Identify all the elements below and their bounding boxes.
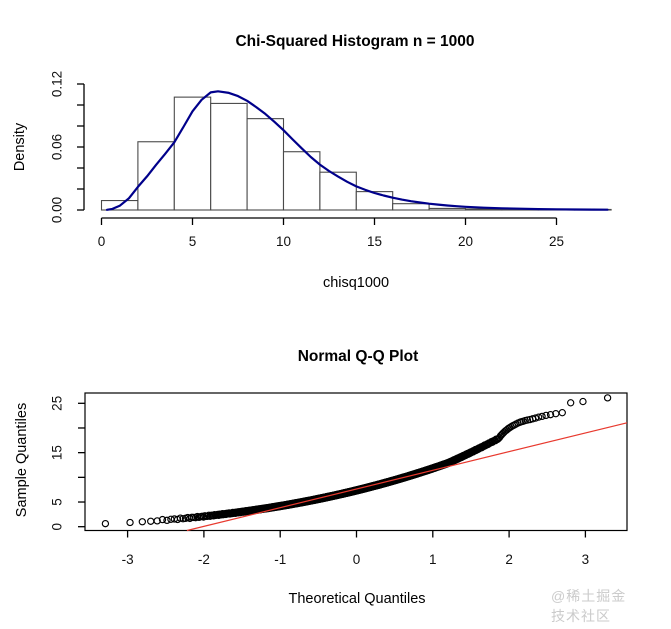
histogram-bar bbox=[246, 118, 285, 211]
histogram-bar bbox=[137, 141, 175, 211]
qq-reference-line bbox=[186, 422, 628, 532]
x-tick-label: 20 bbox=[458, 234, 473, 249]
qq-title: Normal Q-Q Plot bbox=[297, 348, 419, 365]
qq-point bbox=[498, 430, 506, 439]
qq-point bbox=[558, 409, 566, 417]
y-tick-label: 0.00 bbox=[50, 197, 65, 223]
x-tick-label: -1 bbox=[274, 552, 286, 567]
normal-qq-plot: 0 5 15 25 -3 -2 -1 0 1 2 3 bbox=[50, 392, 628, 567]
qq-point bbox=[534, 413, 543, 421]
y-tick-label: 0.12 bbox=[50, 71, 65, 97]
x-tick-label: -3 bbox=[122, 552, 134, 567]
qq-point bbox=[153, 517, 161, 525]
x-tick-label: 3 bbox=[582, 552, 590, 567]
x-tick-label: 0 bbox=[98, 234, 106, 249]
qq-point bbox=[163, 516, 171, 525]
qq-point bbox=[538, 412, 546, 421]
x-tick-label: 2 bbox=[505, 552, 513, 567]
histogram-bar bbox=[319, 171, 357, 211]
histogram-y-axis-label: Density bbox=[12, 122, 28, 172]
x-tick-label: 25 bbox=[549, 234, 564, 249]
density-curve bbox=[105, 90, 609, 211]
qq-point bbox=[531, 414, 540, 422]
histogram-title: Chi-Squared Histogram n = 1000 bbox=[235, 33, 475, 50]
qq-point bbox=[126, 518, 134, 527]
histogram-bar bbox=[355, 191, 394, 211]
qq-point bbox=[603, 394, 612, 402]
y-tick-label: 0.06 bbox=[50, 134, 65, 160]
qq-y-axis-label: Sample Quantiles bbox=[14, 402, 30, 518]
qq-point bbox=[566, 399, 575, 407]
chi-squared-histogram-plot: 0.00 0.06 0.12 0 5 10 15 20 25 bbox=[50, 71, 612, 249]
histogram-bar bbox=[173, 96, 212, 211]
qq-point bbox=[138, 518, 147, 526]
qq-point bbox=[579, 397, 587, 406]
watermark: @稀土掘金技术社区 bbox=[551, 588, 627, 624]
x-tick-label: 5 bbox=[189, 234, 197, 249]
y-tick-label: 15 bbox=[50, 445, 65, 460]
histogram-bar bbox=[282, 151, 321, 211]
x-tick-label: 10 bbox=[276, 234, 291, 249]
y-tick-label: 0 bbox=[50, 523, 65, 531]
qq-x-axis-label: Theoretical Quantiles bbox=[288, 591, 426, 607]
x-tick-label: 1 bbox=[429, 552, 437, 567]
y-tick-label: 5 bbox=[50, 498, 65, 506]
qq-point bbox=[158, 515, 167, 524]
x-tick-label: -2 bbox=[198, 552, 210, 567]
histogram-x-axis-label: chisq1000 bbox=[322, 275, 390, 291]
qq-point bbox=[147, 517, 155, 525]
qq-point bbox=[546, 410, 555, 419]
histogram-bar bbox=[428, 207, 467, 211]
qq-point bbox=[542, 411, 550, 420]
y-tick-label: 25 bbox=[50, 396, 65, 411]
x-tick-label: 0 bbox=[353, 552, 361, 567]
histogram-bar bbox=[392, 203, 430, 211]
qq-point bbox=[101, 519, 110, 528]
x-tick-label: 15 bbox=[367, 234, 382, 249]
plot-box bbox=[84, 392, 628, 532]
histogram-bar bbox=[210, 102, 248, 211]
